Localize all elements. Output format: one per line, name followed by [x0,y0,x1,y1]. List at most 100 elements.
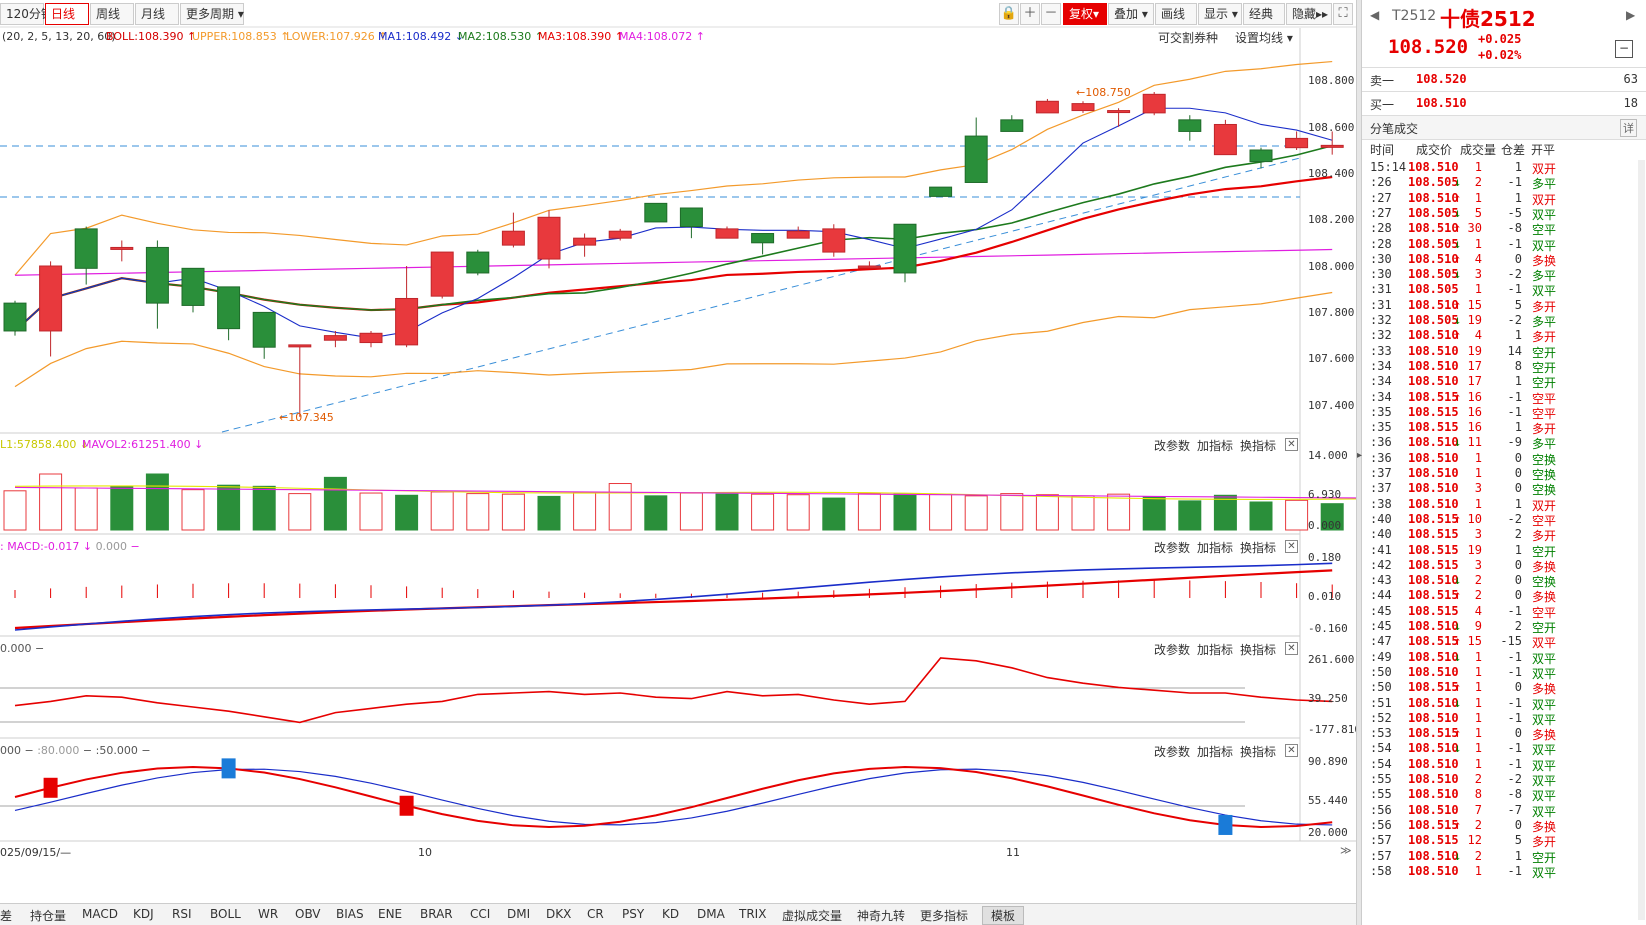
tab-wr[interactable]: WR [258,907,279,921]
tab-macd[interactable]: MACD [82,907,118,921]
tab-kd[interactable]: KD [662,907,680,921]
tab-kdj[interactable]: KDJ [133,907,154,921]
tab-monthly[interactable]: 月线 [135,3,179,25]
tab-diff[interactable]: 差 [0,909,13,923]
boll-text: BOLL:108.390 [106,30,184,43]
ticks-detail-button[interactable]: 详 [1620,119,1637,137]
tick-time: :34 [1370,389,1392,404]
tab-boll[interactable]: BOLL [210,907,241,921]
tick-time: :57 [1370,848,1392,863]
tick-type: 双开 [1532,192,1557,207]
macd-dif-line [14,562,1333,631]
tick-row: :50 108.515 ↑ 1 0 多换 [1362,680,1646,696]
price-axis-label: 108.000 [1308,260,1355,273]
tab-more-periods[interactable]: 更多周期 ▾ [180,3,244,25]
tab-120min[interactable]: 120分钟 [0,3,53,25]
low-text: 107.345 [288,411,334,424]
tab-more-indicators[interactable]: 更多指标 [920,909,969,923]
candle-up [110,246,134,250]
close-icon[interactable]: ✕ [1285,438,1298,451]
macd-switch-indicator-button[interactable]: 换指标 [1240,541,1277,555]
tick-row: :49 108.510 ↓ 1 -1 双平 [1362,650,1646,666]
kline-chart[interactable] [0,0,1356,925]
ind4-add-indicator-button[interactable]: 加指标 [1197,745,1234,759]
volume-bar [288,493,312,531]
tab-brar[interactable]: BRAR [420,907,453,921]
set-ma-link[interactable]: 设置均线 ▾ [1235,31,1293,45]
zoom-in-icon[interactable]: ＋ [1020,3,1040,25]
vol-axis-label: 0.000 [1308,519,1342,532]
volume-bar [644,495,668,531]
ticks-scrollbar[interactable] [1638,160,1645,920]
tick-price: 108.510 [1408,695,1459,710]
tick-row: :37 108.510 3 0 空换 [1362,481,1646,497]
tick-volume: 2 [1474,588,1482,603]
tick-time: :28 [1370,221,1392,236]
tab-dma[interactable]: DMA [697,907,725,921]
ind3-edit-params-button[interactable]: 改参数 [1154,643,1191,657]
collapse-button[interactable]: − [1615,40,1633,58]
tab-virtual-volume[interactable]: 虚拟成交量 [782,909,843,923]
adjust-button[interactable]: 复权▾ [1063,3,1107,25]
tab-dmi[interactable]: DMI [507,907,531,921]
ticks-title-row: 分笔成交 详 [1362,116,1646,140]
ask-label: 卖一 [1370,74,1395,88]
tab-magic-nine[interactable]: 神奇九转 [857,909,906,923]
draw-button[interactable]: 画线 [1155,3,1197,25]
ind4-label: 000 − :80.000 − :50.000 − [0,744,151,757]
macd-edit-params-button[interactable]: 改参数 [1154,541,1191,555]
vol-edit-params-button[interactable]: 改参数 [1154,439,1191,453]
ticks-header-type: 开平 [1531,143,1556,157]
chart-area[interactable]: 120分钟 日线 周线 月线 更多周期 ▾ 🔒 ＋ － 复权▾ 叠加 ▾ 画线 … [0,0,1356,925]
tick-time: :27 [1370,205,1392,220]
vol-add-indicator-button[interactable]: 加指标 [1197,439,1234,453]
tab-daily[interactable]: 日线 [45,3,89,25]
tick-volume: 2 [1474,573,1482,588]
scroll-right-icon[interactable]: ≫ [1340,844,1352,857]
lock-icon[interactable]: 🔒 [999,3,1019,25]
display-button[interactable]: 显示 ▾ [1198,3,1242,25]
overlay-button[interactable]: 叠加 ▾ [1108,3,1154,25]
tab-template[interactable]: 模板 [982,906,1025,925]
zoom-out-icon[interactable]: － [1041,3,1061,25]
fullscreen-icon[interactable]: ⛶ [1333,3,1353,25]
deliverable-bonds-link[interactable]: 可交割券种 [1158,31,1219,45]
tab-obv[interactable]: OBV [295,907,321,921]
tab-ene[interactable]: ENE [378,907,403,921]
classic-button[interactable]: 经典 [1243,3,1285,25]
tab-weekly[interactable]: 周线 [90,3,134,25]
collapse-arrow-icon[interactable]: ▸ [1357,450,1363,461]
tab-open-interest[interactable]: 持仓量 [30,909,67,923]
tick-volume: 15 [1467,634,1482,649]
tick-time: :54 [1370,756,1392,771]
volume-bar [964,495,988,531]
hide-button[interactable]: 隐藏▸▸ [1286,3,1332,25]
volume-bar [1178,500,1202,531]
close-icon[interactable]: ✕ [1285,642,1298,655]
tab-rsi[interactable]: RSI [172,907,192,921]
tick-oi: -1 [1507,389,1522,404]
next-contract-icon[interactable]: ▶ [1626,8,1636,22]
ind4-edit-params-button[interactable]: 改参数 [1154,745,1191,759]
ind3-add-indicator-button[interactable]: 加指标 [1197,643,1234,657]
ind3-switch-indicator-button[interactable]: 换指标 [1240,643,1277,657]
prev-contract-icon[interactable]: ◀ [1370,8,1380,22]
lower-value: LOWER:107.926 ↑ [286,30,388,43]
ind4-switch-indicator-button[interactable]: 换指标 [1240,745,1277,759]
tick-type: 双开 [1532,162,1557,176]
tick-type: 多换 [1532,682,1557,697]
volume-bar [359,492,383,531]
tab-psy[interactable]: PSY [622,907,645,921]
close-icon[interactable]: ✕ [1285,540,1298,553]
tab-bias[interactable]: BIAS [336,907,364,921]
tab-cr[interactable]: CR [587,907,604,921]
tab-dkx[interactable]: DKX [546,907,572,921]
macd-add-indicator-button[interactable]: 加指标 [1197,541,1234,555]
tick-arrow: ↑ [1454,297,1462,312]
tick-oi: 14 [1507,343,1522,358]
tab-cci[interactable]: CCI [470,907,491,921]
panel-splitter[interactable]: ▸ [1356,0,1362,925]
close-icon[interactable]: ✕ [1285,744,1298,757]
vol-switch-indicator-button[interactable]: 换指标 [1240,439,1277,453]
tab-trix[interactable]: TRIX [739,907,767,921]
